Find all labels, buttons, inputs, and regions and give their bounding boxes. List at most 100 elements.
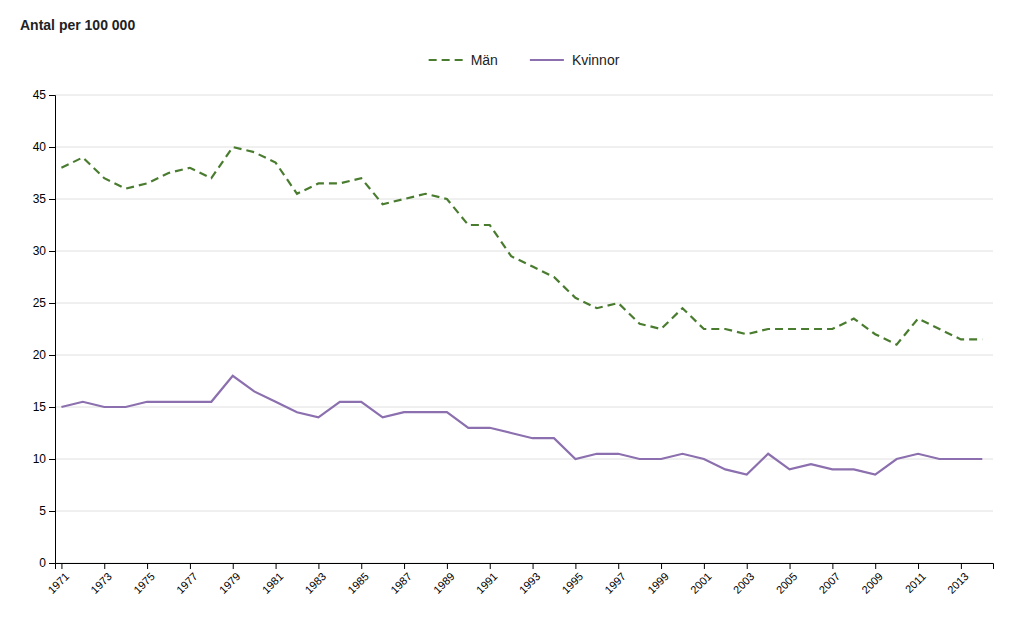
x-tick: 1985 <box>345 563 371 596</box>
x-tick: 2005 <box>774 563 800 596</box>
grid-line <box>55 95 993 96</box>
x-tick-label: 2007 <box>816 570 842 596</box>
x-tick: 2011 <box>903 563 928 595</box>
x-tick-mark <box>233 563 234 569</box>
grid-line <box>55 511 993 512</box>
x-tick: 2013 <box>945 563 971 596</box>
x-tick: 2007 <box>816 563 842 596</box>
x-tick-mark <box>147 563 148 569</box>
series-line <box>61 147 982 345</box>
grid-line <box>55 199 993 200</box>
x-tick: 1977 <box>174 563 200 596</box>
x-tick: 1981 <box>260 563 286 596</box>
grid-line <box>55 147 993 148</box>
grid <box>55 95 993 563</box>
y-tick-mark <box>49 199 55 200</box>
legend: Män Kvinnor <box>429 52 620 68</box>
x-tick-mark <box>790 563 791 569</box>
x-tick-mark <box>61 563 62 569</box>
x-tick-mark <box>961 563 962 569</box>
x-tick: 1991 <box>474 563 500 596</box>
x-tick-label: 1971 <box>45 570 71 596</box>
x-tick: 2001 <box>688 563 714 596</box>
x-tick-mark <box>575 563 576 569</box>
y-axis-line <box>49 96 56 564</box>
x-tick-mark <box>875 563 876 569</box>
series-line <box>61 376 982 475</box>
x-tick-label: 1973 <box>88 570 114 596</box>
y-axis-title: Antal per 100 000 <box>20 17 135 33</box>
y-tick-mark <box>49 511 55 512</box>
x-tick: 1989 <box>431 563 457 596</box>
y-tick-mark <box>49 355 55 356</box>
x-tick: 1973 <box>88 563 114 596</box>
x-tick-label: 2013 <box>945 570 971 596</box>
x-tick-label: 1999 <box>645 570 671 596</box>
plot-area: 1971197319751977197919811983198519871989… <box>33 88 994 596</box>
x-tick-mark <box>190 563 191 569</box>
x-tick: 2009 <box>859 563 885 596</box>
x-tick-mark <box>533 563 534 569</box>
y-tick-label: 35 <box>33 192 47 206</box>
x-tick-mark <box>404 563 405 569</box>
y-tick: 0 <box>39 556 55 570</box>
legend-swatch <box>429 59 463 61</box>
y-tick-mark <box>49 303 55 304</box>
legend-item: Män <box>429 52 498 68</box>
y-tick-mark <box>49 459 55 460</box>
x-tick-label: 2005 <box>774 570 800 596</box>
legend-label: Män <box>471 52 498 68</box>
x-tick: 1993 <box>517 563 543 596</box>
x-axis: 1971197319751977197919811983198519871989… <box>45 563 993 596</box>
x-tick-label: 1979 <box>217 570 243 596</box>
x-tick: 1997 <box>602 563 628 596</box>
y-tick-label: 45 <box>33 88 47 102</box>
y-tick-label: 0 <box>39 556 46 570</box>
y-tick-label: 25 <box>33 296 47 310</box>
x-tick-label: 1997 <box>602 570 628 596</box>
x-tick-mark <box>832 563 833 569</box>
y-tick-label: 40 <box>33 140 47 154</box>
y-tick: 25 <box>33 296 55 310</box>
x-tick: 1987 <box>388 563 414 596</box>
y-tick: 30 <box>33 244 55 258</box>
legend-label: Kvinnor <box>572 52 620 68</box>
grid-line <box>55 407 993 408</box>
x-tick-label: 1993 <box>517 570 543 596</box>
x-tick-mark <box>490 563 491 569</box>
x-tick: 1975 <box>131 563 157 596</box>
legend-item: Kvinnor <box>530 52 620 68</box>
y-axis: 051015202530354045 <box>33 88 56 570</box>
y-tick-mark <box>49 95 55 96</box>
x-tick-label: 1987 <box>388 570 414 596</box>
y-tick-mark <box>49 147 55 148</box>
grid-line <box>55 459 993 460</box>
x-tick-label: 1995 <box>559 570 585 596</box>
chart: 1971197319751977197919811983198519871989… <box>0 0 1023 633</box>
x-tick: 1995 <box>559 563 585 596</box>
x-tick-label: 1975 <box>131 570 157 596</box>
y-tick: 40 <box>33 140 55 154</box>
x-tick: 2003 <box>731 563 757 596</box>
lines <box>61 147 982 475</box>
x-tick-mark <box>361 563 362 569</box>
y-tick: 10 <box>33 452 55 466</box>
y-tick-mark <box>49 407 55 408</box>
y-tick-label: 10 <box>33 452 47 466</box>
x-tick-mark <box>276 563 277 569</box>
x-tick-label: 1989 <box>431 570 457 596</box>
x-tick-mark <box>447 563 448 569</box>
y-tick: 20 <box>33 348 55 362</box>
grid-line <box>55 355 993 356</box>
x-tick-label: 1977 <box>174 570 200 596</box>
grid-line <box>55 303 993 304</box>
x-axis-line <box>56 564 994 570</box>
y-tick: 35 <box>33 192 55 206</box>
x-tick-mark <box>318 563 319 569</box>
legend-swatch <box>530 59 564 61</box>
x-tick-label: 2001 <box>688 570 714 596</box>
y-tick-mark <box>49 251 55 252</box>
x-tick-mark <box>918 563 919 569</box>
y-tick: 15 <box>33 400 55 414</box>
x-tick: 1971 <box>45 563 71 596</box>
